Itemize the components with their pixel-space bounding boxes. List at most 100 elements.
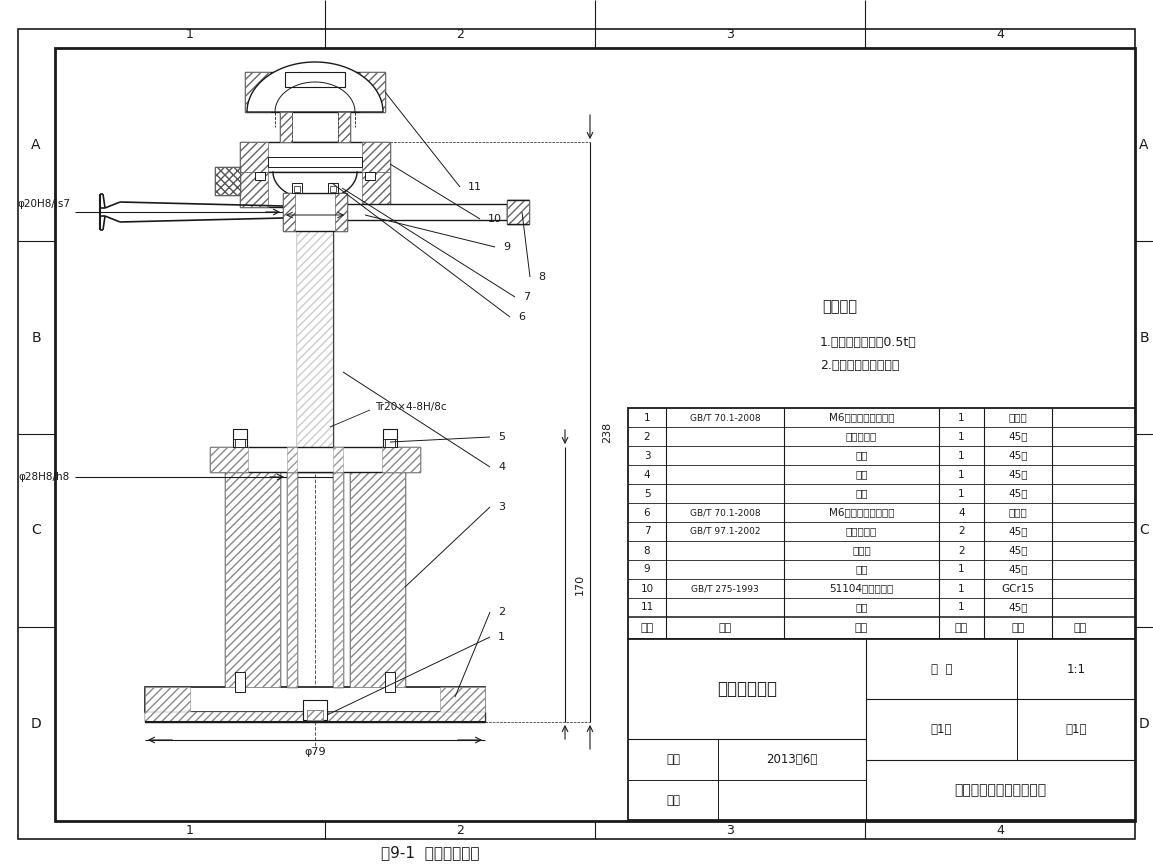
Text: 审核: 审核 [666, 793, 680, 806]
Text: 绘图: 绘图 [666, 753, 680, 766]
Text: D: D [31, 716, 42, 731]
Text: 金属平垫片: 金属平垫片 [846, 432, 877, 441]
Text: 共1张: 共1张 [930, 723, 952, 736]
Text: 238: 238 [602, 421, 612, 443]
Bar [287, 472, 297, 687]
Text: 11: 11 [640, 603, 654, 612]
Bar [145, 687, 190, 712]
Bar [297, 207, 333, 472]
Bar [330, 186, 336, 192]
Text: Tr20×4-8H/8c: Tr20×4-8H/8c [375, 402, 446, 412]
Text: 螺杆: 螺杆 [856, 470, 868, 479]
Bar [210, 447, 248, 472]
Bar [282, 193, 295, 231]
Bar [307, 710, 323, 720]
Text: GB/T 97.1-2002: GB/T 97.1-2002 [689, 527, 760, 536]
Bar [351, 472, 405, 687]
Bar [362, 172, 390, 207]
Text: 合金钢: 合金钢 [1009, 413, 1027, 422]
Text: 51104推力球轴承: 51104推力球轴承 [829, 583, 894, 594]
Bar [366, 172, 375, 180]
Text: 2013年6月: 2013年6月 [767, 753, 817, 766]
Text: 45钢: 45钢 [1008, 545, 1027, 556]
Polygon shape [247, 62, 383, 112]
Text: 170: 170 [575, 574, 585, 595]
Bar [507, 200, 529, 224]
Bar [383, 429, 397, 447]
Text: GCr15: GCr15 [1002, 583, 1034, 594]
Text: 4: 4 [958, 507, 965, 518]
Text: 2: 2 [498, 607, 505, 617]
Bar [210, 447, 420, 472]
Text: 4: 4 [996, 28, 1004, 41]
Text: 9: 9 [503, 242, 510, 252]
Text: 5: 5 [643, 488, 650, 499]
Bar [240, 172, 267, 207]
Bar [255, 172, 265, 180]
Text: 45钢: 45钢 [1008, 526, 1027, 537]
Text: 11: 11 [468, 182, 482, 192]
Text: 45钢: 45钢 [1008, 432, 1027, 441]
Text: 1: 1 [958, 583, 965, 594]
Text: φ20H8/js7: φ20H8/js7 [17, 199, 70, 209]
Text: 8: 8 [538, 272, 545, 282]
Text: 3: 3 [643, 451, 650, 460]
Text: 1: 1 [186, 28, 194, 41]
Bar [287, 472, 297, 687]
Text: 1: 1 [498, 632, 505, 642]
Text: 7: 7 [643, 526, 650, 537]
Text: 上海市工程技术管理学校: 上海市工程技术管理学校 [955, 783, 1047, 797]
Text: 9: 9 [643, 564, 650, 575]
Text: 2: 2 [958, 526, 965, 537]
Bar [382, 447, 420, 472]
Text: 2.整机表面涂防锈漆。: 2.整机表面涂防锈漆。 [820, 358, 899, 371]
Text: 螺母: 螺母 [856, 488, 868, 499]
Bar [294, 186, 300, 192]
Text: 1.最大顶起质量为0.5t。: 1.最大顶起质量为0.5t。 [820, 336, 917, 349]
Text: 10: 10 [488, 214, 502, 224]
Bar [333, 472, 342, 687]
Text: φ79: φ79 [304, 747, 326, 757]
Text: M6内六角圆柱头螺钉: M6内六角圆柱头螺钉 [829, 413, 895, 422]
Text: 合金钢: 合金钢 [1009, 507, 1027, 518]
Text: 3: 3 [726, 28, 734, 41]
Text: 1:1: 1:1 [1067, 662, 1085, 675]
Text: 2: 2 [457, 28, 464, 41]
Text: 技术要求: 技术要求 [822, 299, 858, 315]
Bar [225, 472, 280, 687]
Text: A: A [1139, 138, 1148, 152]
Text: 扳杆: 扳杆 [856, 564, 868, 575]
Bar [240, 142, 390, 172]
Text: 数量: 数量 [955, 623, 969, 633]
Text: 图9-1  千斤顶装配图: 图9-1 千斤顶装配图 [380, 845, 480, 861]
Text: φ28H8/h8: φ28H8/h8 [18, 472, 70, 482]
Text: 6: 6 [518, 312, 525, 322]
Bar [333, 447, 342, 472]
Bar [440, 687, 485, 712]
Text: 材料: 材料 [1011, 623, 1025, 633]
Bar [267, 157, 362, 167]
Text: 金属平垫片: 金属平垫片 [846, 526, 877, 537]
Text: 千斤顶装配图: 千斤顶装配图 [717, 680, 777, 698]
Text: GB/T 275-1993: GB/T 275-1993 [691, 584, 759, 593]
Bar [628, 408, 1135, 639]
Text: 顶头: 顶头 [856, 603, 868, 612]
Text: 1: 1 [958, 413, 965, 422]
Text: 1: 1 [958, 564, 965, 575]
Bar [214, 167, 240, 195]
Bar [214, 167, 240, 195]
Bar [280, 112, 351, 142]
Text: 2: 2 [643, 432, 650, 441]
Bar [338, 112, 351, 142]
Text: C: C [1139, 524, 1148, 538]
Text: 10: 10 [640, 583, 654, 594]
Text: GB/T 70.1-2008: GB/T 70.1-2008 [689, 508, 760, 517]
Bar [225, 472, 280, 687]
Text: 3: 3 [726, 824, 734, 837]
Bar [360, 72, 385, 112]
Bar [145, 712, 485, 722]
Bar [244, 72, 385, 112]
Bar [507, 200, 529, 224]
Text: 第1张: 第1张 [1065, 723, 1086, 736]
Text: B: B [1139, 330, 1148, 344]
